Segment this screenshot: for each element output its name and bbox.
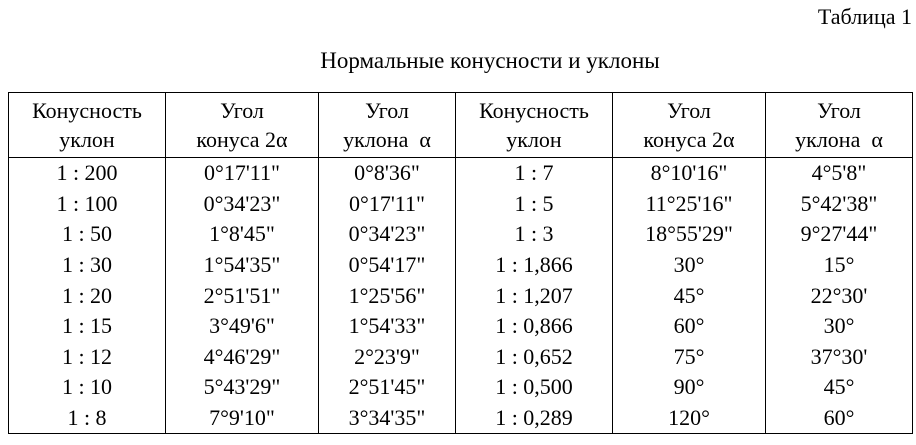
table-cell: 0°8'36": [318, 157, 456, 189]
header-line: Угол: [817, 98, 861, 123]
table-head: Конусность уклон Угол конуса 2α Угол уклона α…: [8, 92, 913, 158]
table-cell: 1 : 200: [8, 157, 166, 189]
header-line: Конусность: [479, 98, 589, 123]
table-cell: 60°: [765, 402, 913, 435]
table-cell: 30°: [612, 249, 766, 281]
table-cell: 3°49'6": [165, 310, 319, 342]
header-line: Угол: [365, 98, 409, 123]
table-cell: 37°30': [765, 341, 913, 373]
table-cell: 1 : 7: [455, 157, 613, 189]
table-cell: 1 : 1,207: [455, 280, 613, 311]
table-cell: 1 : 20: [8, 280, 166, 311]
table-cell: 2°51'51": [165, 280, 319, 311]
table-cell: 1 : 15: [8, 310, 166, 342]
table-body: 1 : 200 0°17'11" 0°8'36" 1 : 7 8°10'16" 4°5'8…: [8, 157, 913, 435]
header-line: уклон: [506, 127, 562, 152]
table-cell: 22°30': [765, 280, 913, 311]
table-cell: 1 : 0,500: [455, 372, 613, 403]
table-cell: 18°55'29": [612, 219, 766, 250]
header-row: Конусность уклон Угол конуса 2α Угол уклона α…: [8, 92, 913, 158]
table-row: 1 : 100 0°34'23" 0°17'11" 1 : 5 11°25'16" 5°4…: [8, 188, 913, 220]
table-title: Нормальные конусности и уклоны: [320, 48, 660, 73]
table-cell: 1 : 5: [455, 188, 613, 220]
table-cell: 45°: [765, 372, 913, 403]
table-row: 1 : 50 1°8'45" 0°34'23" 1 : 3 18°55'29" 9°27'…: [8, 219, 913, 250]
table-row: 1 : 200 0°17'11" 0°8'36" 1 : 7 8°10'16" 4°5'8…: [8, 157, 913, 189]
table-row: 1 : 20 2°51'51" 1°25'56" 1 : 1,207 45° 22°30': [8, 280, 913, 311]
table-cell: 0°17'11": [318, 188, 456, 220]
header-line: уклона α: [343, 127, 431, 152]
table-cell: 1 : 0,652: [455, 341, 613, 373]
table-cell: 1 : 10: [8, 372, 166, 403]
header-line: конуса 2α: [196, 127, 288, 152]
table-cell: 0°34'23": [318, 219, 456, 250]
table-cell: 1 : 12: [8, 341, 166, 373]
table-row: 1 : 15 3°49'6" 1°54'33" 1 : 0,866 60° 30°: [8, 310, 913, 342]
table-cell: 1 : 100: [8, 188, 166, 220]
table-cell: 1 : 0,289: [455, 402, 613, 435]
table-cell: 75°: [612, 341, 766, 373]
table-cell: 1°54'33": [318, 310, 456, 342]
table-cell: 15°: [765, 249, 913, 281]
table-label: Таблица 1: [817, 4, 912, 29]
table-cell: 90°: [612, 372, 766, 403]
table-cell: 8°10'16": [612, 157, 766, 189]
table-cell: 0°54'17": [318, 249, 456, 281]
table-row: 1 : 12 4°46'29" 2°23'9" 1 : 0,652 75° 37°30': [8, 341, 913, 373]
table-row: 1 : 30 1°54'35" 0°54'17" 1 : 1,866 30° 15°: [8, 249, 913, 281]
table-row: 1 : 10 5°43'29" 2°51'45" 1 : 0,500 90° 45°: [8, 372, 913, 403]
table-cell: 4°5'8": [765, 157, 913, 189]
table-cell: 1 : 50: [8, 219, 166, 250]
table-cell: 1°25'56": [318, 280, 456, 311]
column-header: Конусность уклон: [8, 92, 166, 158]
table-cell: 2°23'9": [318, 341, 456, 373]
header-line: уклона α: [795, 127, 883, 152]
table-cell: 5°42'38": [765, 188, 913, 220]
table-cell: 3°34'35": [318, 402, 456, 435]
table-cell: 11°25'16": [612, 188, 766, 220]
table-cell: 0°17'11": [165, 157, 319, 189]
table-cell: 60°: [612, 310, 766, 342]
column-header: Угол уклона α: [318, 92, 456, 158]
table-cell: 0°34'23": [165, 188, 319, 220]
table-cell: 1°8'45": [165, 219, 319, 250]
header-line: уклон: [59, 127, 115, 152]
table-cell: 120°: [612, 402, 766, 435]
header-line: Угол: [667, 98, 711, 123]
column-header: Угол уклона α: [765, 92, 913, 158]
table-row: 1 : 8 7°9'10" 3°34'35" 1 : 0,289 120° 60°: [8, 402, 913, 435]
table-cell: 1 : 3: [455, 219, 613, 250]
table-cell: 4°46'29": [165, 341, 319, 373]
column-header: Угол конуса 2α: [612, 92, 766, 158]
table-cell: 45°: [612, 280, 766, 311]
table-cell: 5°43'29": [165, 372, 319, 403]
column-header: Угол конуса 2α: [165, 92, 319, 158]
table-cell: 9°27'44": [765, 219, 913, 250]
table-cell: 1 : 1,866: [455, 249, 613, 281]
table-cell: 1 : 0,866: [455, 310, 613, 342]
table-cell: 30°: [765, 310, 913, 342]
table-cell: 2°51'45": [318, 372, 456, 403]
table-cell: 1 : 8: [8, 402, 166, 435]
table-cell: 1 : 30: [8, 249, 166, 281]
header-line: конуса 2α: [643, 127, 735, 152]
header-line: Угол: [220, 98, 264, 123]
table-cell: 7°9'10": [165, 402, 319, 435]
column-header: Конусность уклон: [455, 92, 613, 158]
table-cell: 1°54'35": [165, 249, 319, 281]
table: Конусность уклон Угол конуса 2α Угол уклона α…: [8, 92, 913, 435]
header-line: Конусность: [32, 98, 142, 123]
